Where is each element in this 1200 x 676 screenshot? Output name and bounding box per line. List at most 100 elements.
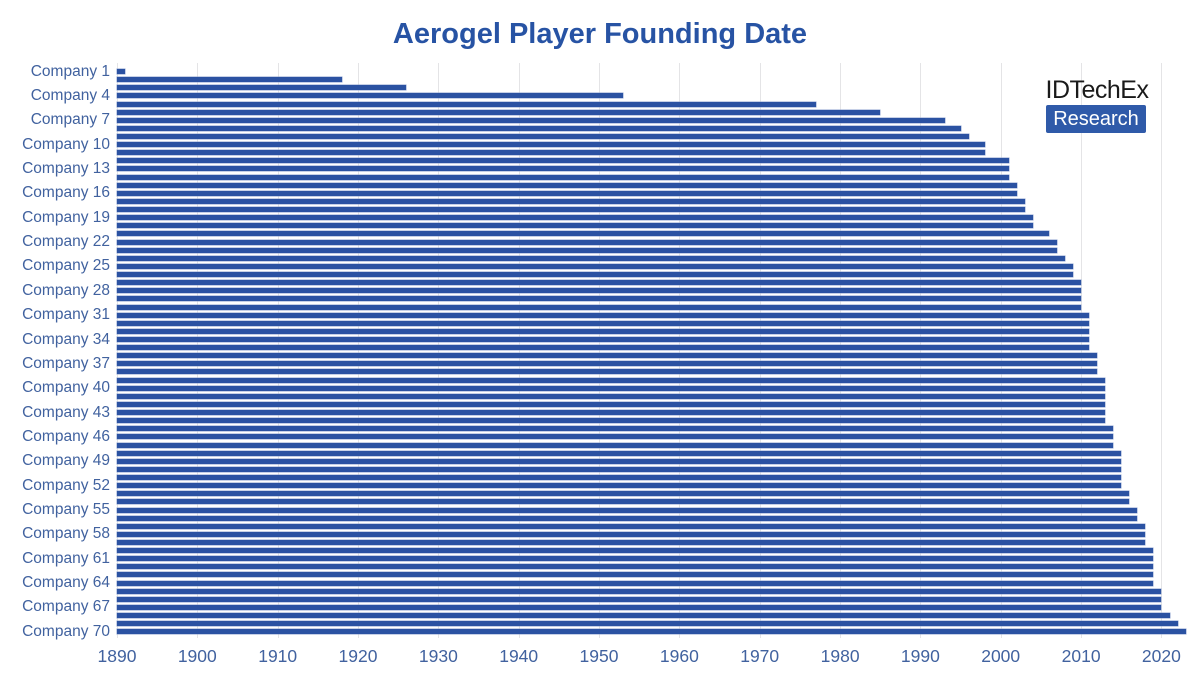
bar-company-35 — [117, 345, 1090, 351]
bar-company-60 — [117, 548, 1154, 554]
x-tick-label-1890: 1890 — [97, 646, 137, 666]
gridline-1900 — [197, 63, 199, 638]
bar-company-47 — [117, 442, 1114, 448]
bar-company-45 — [117, 426, 1114, 432]
idtechex-research-label: Research — [1053, 108, 1139, 130]
x-tick-label-2010: 2010 — [1061, 646, 1101, 666]
bar-company-14 — [117, 174, 1009, 180]
bar-company-1 — [117, 69, 125, 74]
bar-company-62 — [117, 564, 1154, 570]
x-tick-label-1980: 1980 — [820, 646, 860, 666]
bar-company-61 — [117, 556, 1154, 562]
y-axis-label-company-13: Company 13 — [22, 159, 110, 177]
bar-company-51 — [117, 475, 1122, 480]
bar-company-39 — [117, 377, 1106, 383]
y-axis-label-company-22: Company 22 — [22, 233, 110, 250]
x-tick-label-2020: 2020 — [1141, 646, 1181, 666]
bar-company-54 — [117, 499, 1130, 505]
gridline-1940 — [518, 63, 520, 638]
bar-company-46 — [117, 434, 1114, 440]
bar-company-48 — [117, 450, 1122, 456]
bar-company-7 — [117, 117, 945, 123]
bar-company-26 — [117, 272, 1073, 277]
bar-company-69 — [117, 621, 1178, 627]
x-tick-label-1960: 1960 — [659, 646, 699, 666]
bar-company-6 — [117, 109, 881, 115]
idtechex-logo-text: IDTechEx — [1045, 76, 1149, 104]
y-axis-label-company-52: Company 52 — [22, 476, 110, 494]
x-tick-label-1990: 1990 — [900, 646, 940, 666]
gridline-1950 — [599, 63, 600, 638]
bar-company-43 — [117, 410, 1106, 415]
idtechex-logo: IDTechEx Research — [1042, 78, 1152, 133]
plot-area — [117, 69, 1187, 635]
bar-company-2 — [117, 77, 342, 83]
bar-company-49 — [117, 458, 1122, 464]
gridline-2010 — [1081, 63, 1083, 638]
bar-company-44 — [117, 418, 1106, 424]
x-tick-label-2000: 2000 — [981, 646, 1021, 666]
bar-company-30 — [117, 304, 1082, 310]
bar-company-41 — [117, 393, 1106, 399]
bar-company-15 — [117, 182, 1017, 188]
y-axis-label-company-64: Company 64 — [22, 574, 110, 592]
bar-company-27 — [117, 280, 1082, 286]
bar-company-29 — [117, 296, 1082, 302]
bar-company-67 — [117, 604, 1162, 610]
gridline-1930 — [438, 63, 440, 638]
gridline-1890 — [117, 63, 118, 638]
bar-company-37 — [117, 361, 1098, 367]
y-axis-label-company-34: Company 34 — [22, 330, 110, 348]
bar-company-20 — [117, 223, 1033, 229]
bar-company-66 — [117, 596, 1162, 602]
bar-company-70 — [117, 629, 1186, 635]
bar-company-13 — [117, 166, 1009, 172]
x-tick-label-1900: 1900 — [177, 646, 217, 666]
bar-company-59 — [117, 540, 1146, 545]
y-axis-label-company-10: Company 10 — [22, 135, 110, 153]
bar-company-24 — [117, 255, 1065, 261]
y-axis-label-company-16: Company 16 — [22, 184, 110, 202]
bar-company-31 — [117, 312, 1090, 318]
bar-company-3 — [117, 85, 407, 91]
bar-company-63 — [117, 572, 1154, 578]
x-tick-label-1950: 1950 — [579, 646, 619, 666]
y-axis-label-company-37: Company 37 — [22, 354, 110, 372]
bar-company-21 — [117, 231, 1049, 237]
bar-company-11 — [117, 150, 985, 156]
y-axis-label-company-4: Company 4 — [30, 86, 110, 104]
gridline-1960 — [679, 63, 681, 638]
gridline-1990 — [920, 63, 922, 638]
y-axis-label-company-1: Company 1 — [30, 62, 110, 80]
bar-company-56 — [117, 515, 1138, 521]
x-tick-label-1920: 1920 — [338, 646, 378, 666]
bar-company-34 — [117, 337, 1090, 342]
y-axis-label-company-61: Company 61 — [22, 549, 110, 567]
bar-company-33 — [117, 328, 1090, 334]
gridline-1920 — [358, 63, 359, 638]
x-tick-label-1910: 1910 — [258, 646, 298, 666]
bar-company-12 — [117, 158, 1009, 164]
bar-company-18 — [117, 207, 1025, 212]
y-axis-label-company-25: Company 25 — [22, 257, 110, 275]
y-axis-label-company-43: Company 43 — [22, 403, 110, 421]
gridline-1980 — [840, 63, 842, 638]
bar-company-10 — [117, 142, 985, 148]
y-axis-label-company-55: Company 55 — [22, 501, 110, 518]
y-axis-label-company-67: Company 67 — [22, 598, 110, 616]
y-axis-label-company-31: Company 31 — [22, 306, 110, 324]
idtechex-research-badge: Research — [1046, 105, 1146, 133]
bar-company-8 — [117, 125, 961, 131]
bar-company-64 — [117, 580, 1154, 586]
bar-company-17 — [117, 198, 1025, 204]
bar-company-55 — [117, 507, 1138, 513]
bar-company-40 — [117, 385, 1106, 391]
bar-company-58 — [117, 531, 1146, 537]
bar-company-4 — [117, 93, 624, 99]
y-axis-label-company-70: Company 70 — [22, 622, 110, 640]
gridline-2000 — [1000, 63, 1002, 638]
x-tick-label-1970: 1970 — [740, 646, 780, 666]
gridline-1970 — [759, 63, 761, 638]
x-tick-label-1940: 1940 — [499, 646, 539, 666]
